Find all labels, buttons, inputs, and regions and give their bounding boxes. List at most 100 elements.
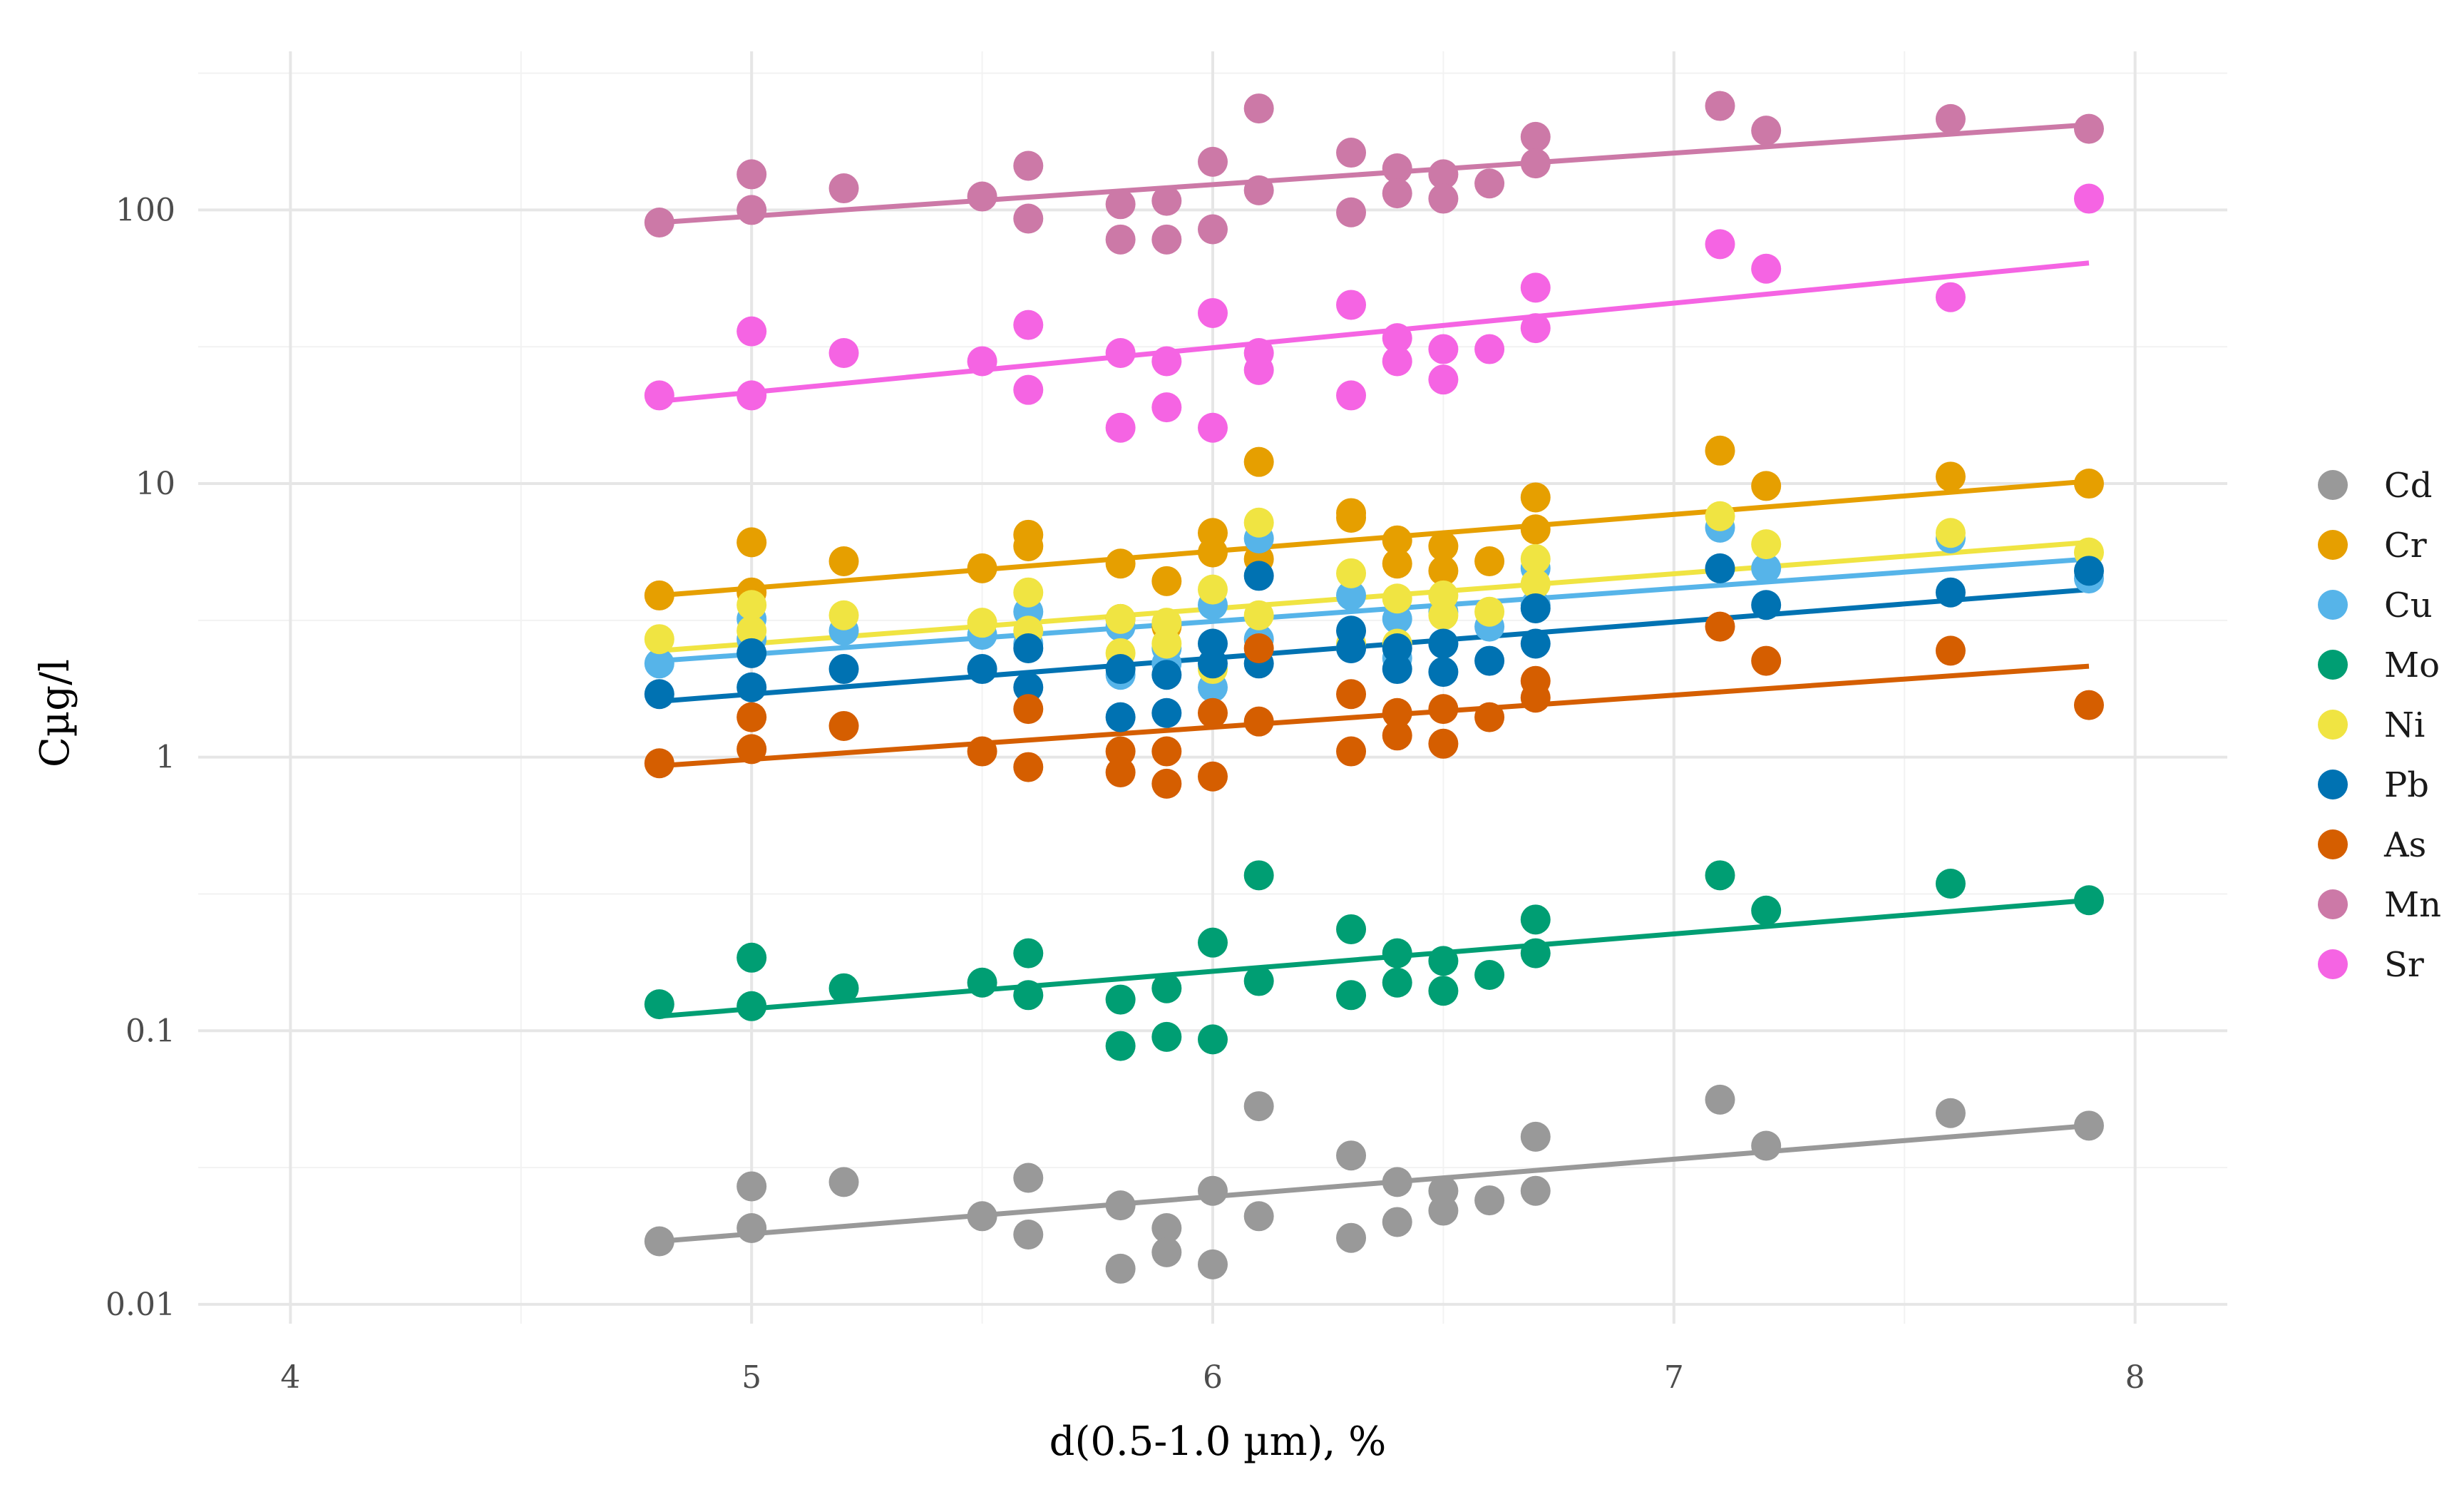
point-as (1243, 706, 1274, 737)
legend-swatch (2318, 829, 2348, 859)
point-as (1105, 757, 1136, 787)
point-mn (644, 207, 674, 237)
point-cr (828, 546, 859, 576)
point-ni (736, 615, 767, 646)
point-pb (644, 679, 674, 710)
point-pb (1382, 633, 1412, 664)
point-pb (1336, 633, 1367, 664)
point-as (1013, 752, 1044, 782)
point-sr (1243, 338, 1274, 369)
x-tick-label: 6 (1203, 1359, 1223, 1396)
point-mn (1336, 197, 1367, 228)
point-as (2073, 690, 2104, 720)
point-mn (1243, 93, 1274, 124)
legend-swatch (2318, 889, 2348, 919)
point-pb (1520, 593, 1551, 623)
legend-label: Mn (2384, 885, 2441, 925)
point-sr (1105, 412, 1136, 443)
point-cd (2073, 1110, 2104, 1141)
point-sr (1336, 290, 1367, 320)
series-mn (644, 91, 2104, 255)
point-ni (1013, 577, 1044, 608)
series-sr (644, 183, 2104, 443)
legend-swatch (2318, 949, 2348, 979)
point-mo (736, 991, 767, 1021)
legend-label: Mo (2384, 645, 2440, 685)
y-tick-label: 0.01 (106, 1287, 175, 1323)
legend-label: Cu (2384, 586, 2433, 625)
legend-item-ni: Ni (2318, 705, 2425, 745)
point-pb (1013, 672, 1044, 702)
point-as (1243, 633, 1274, 664)
x-tick-label: 7 (1664, 1359, 1684, 1396)
x-tick-label: 8 (2125, 1359, 2145, 1396)
point-ni (1105, 603, 1136, 634)
point-ni (1151, 608, 1182, 638)
point-cd (1105, 1190, 1136, 1221)
point-pb (1243, 561, 1274, 591)
point-ni (1428, 600, 1459, 630)
point-as (1151, 736, 1182, 767)
point-mo (1520, 904, 1551, 935)
point-sr (1198, 297, 1228, 328)
point-mn (736, 195, 767, 225)
point-cr (1428, 556, 1459, 586)
point-mo (1520, 938, 1551, 969)
point-cd (1382, 1167, 1412, 1197)
data-points (644, 91, 2104, 1284)
point-mo (1198, 1024, 1228, 1055)
point-mo (1705, 860, 1735, 891)
point-sr (1382, 346, 1412, 377)
point-cu (1751, 553, 1782, 583)
point-ni (1935, 518, 1966, 548)
point-mn (1382, 178, 1412, 209)
x-tick-label: 4 (280, 1359, 300, 1396)
point-ni (1520, 543, 1551, 574)
fit-line-ni (659, 539, 2090, 653)
point-mo (1336, 980, 1367, 1011)
point-cd (1013, 1162, 1044, 1193)
point-ni (1382, 583, 1412, 614)
legend-item-as: As (2318, 825, 2426, 865)
point-mn (1428, 159, 1459, 190)
point-sr (1382, 323, 1412, 354)
fit-line-cu (659, 556, 2090, 664)
point-cr (1474, 546, 1505, 576)
point-as (1198, 697, 1228, 728)
point-sr (1013, 310, 1044, 340)
point-mn (2073, 113, 2104, 144)
point-sr (828, 338, 859, 369)
point-cd (1243, 1201, 1274, 1232)
point-cr (1198, 537, 1228, 568)
legend-swatch (2318, 590, 2348, 620)
series-as (644, 611, 2104, 799)
point-cr (967, 553, 997, 583)
point-ni (736, 590, 767, 620)
point-cd (1474, 1185, 1505, 1216)
legend-item-cu: Cu (2318, 586, 2433, 625)
fit-line-cd (659, 1123, 2090, 1245)
point-as (967, 736, 997, 767)
point-cd (1336, 1222, 1367, 1253)
point-mn (736, 159, 767, 190)
point-mn (1105, 189, 1136, 220)
legend-item-pb: Pb (2318, 765, 2429, 805)
point-pb (736, 638, 767, 668)
fit-line-mn (659, 122, 2090, 225)
legend-item-cr: Cr (2318, 526, 2427, 566)
point-cu (644, 648, 674, 679)
point-pb (1198, 648, 1228, 679)
point-pb (1105, 654, 1136, 685)
point-mo (967, 967, 997, 998)
point-cd (1151, 1212, 1182, 1243)
point-sr (967, 346, 997, 377)
point-as (1474, 702, 1505, 732)
point-sr (1336, 380, 1367, 411)
point-ni (1474, 596, 1505, 627)
point-as (1428, 694, 1459, 725)
point-mo (1382, 967, 1412, 998)
point-mn (1428, 183, 1459, 214)
point-as (1151, 768, 1182, 799)
grid (198, 51, 2227, 1324)
